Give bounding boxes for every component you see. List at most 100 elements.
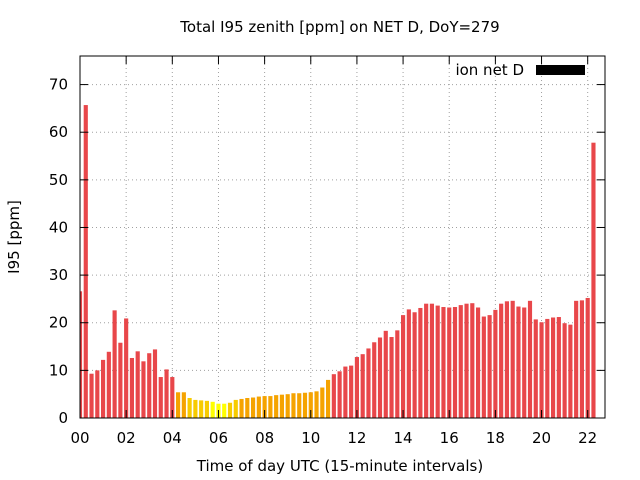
bar xyxy=(152,349,158,418)
bar xyxy=(279,394,284,418)
bar xyxy=(233,399,238,418)
bar xyxy=(274,395,279,418)
bar xyxy=(487,315,492,418)
bar xyxy=(326,379,331,418)
bar xyxy=(574,300,579,418)
bar xyxy=(539,322,544,418)
x-tick-label: 22 xyxy=(578,429,597,447)
ticks xyxy=(79,56,605,419)
legend-swatch xyxy=(536,65,585,75)
bar xyxy=(170,377,175,418)
bar xyxy=(80,291,83,418)
bar xyxy=(158,377,163,418)
bar xyxy=(320,387,325,418)
bar xyxy=(337,371,342,418)
bar xyxy=(83,105,88,419)
bar xyxy=(285,394,290,418)
bar xyxy=(251,397,256,418)
bar xyxy=(349,365,354,418)
bar xyxy=(181,392,186,418)
bar xyxy=(372,342,377,418)
bar xyxy=(470,303,475,418)
chart-title: Total I95 zenith [ppm] on NET D, DoY=279 xyxy=(179,18,499,36)
legend: ion net D xyxy=(455,61,585,79)
bar xyxy=(239,398,244,418)
bar xyxy=(551,317,556,418)
x-tick-label: 12 xyxy=(347,429,366,447)
bar xyxy=(579,300,584,418)
x-tick-label: 06 xyxy=(209,429,228,447)
bar xyxy=(256,396,261,418)
bar xyxy=(106,351,111,418)
bar xyxy=(101,359,106,418)
x-axis-label: Time of day UTC (15-minute intervals) xyxy=(196,457,483,475)
bar xyxy=(568,324,573,418)
bar xyxy=(89,373,94,418)
bar xyxy=(124,318,129,418)
bar xyxy=(504,301,509,418)
bar xyxy=(343,366,348,418)
bar xyxy=(464,303,469,418)
y-axis-label: I95 [ppm] xyxy=(5,200,23,274)
x-tick-label: 00 xyxy=(70,429,89,447)
bar xyxy=(164,369,169,418)
grid xyxy=(80,56,605,418)
bar xyxy=(204,400,209,418)
bar xyxy=(245,397,250,418)
bar xyxy=(314,391,319,418)
y-tick-label: 50 xyxy=(49,171,68,189)
bar xyxy=(499,303,504,418)
x-tick-label: 10 xyxy=(301,429,320,447)
bar xyxy=(562,323,567,418)
bar xyxy=(591,142,596,419)
bar xyxy=(112,310,117,418)
bar xyxy=(118,342,123,418)
bar xyxy=(458,305,463,418)
bar xyxy=(176,392,181,418)
bar xyxy=(401,315,406,418)
y-tick-label: 10 xyxy=(49,361,68,379)
bar xyxy=(452,307,458,418)
bar xyxy=(95,370,100,418)
bar xyxy=(481,316,486,418)
x-tick-label: 08 xyxy=(255,429,274,447)
bar xyxy=(412,312,417,418)
bar xyxy=(522,307,527,418)
x-tick-label: 14 xyxy=(394,429,413,447)
bar xyxy=(389,337,394,418)
bar xyxy=(476,307,481,418)
bar xyxy=(383,330,388,418)
bar xyxy=(222,403,227,418)
bar xyxy=(302,392,308,418)
bar xyxy=(510,300,515,418)
plot-frame xyxy=(79,55,606,419)
bar xyxy=(291,393,296,418)
bar xyxy=(227,402,233,418)
bar xyxy=(141,361,146,418)
bar xyxy=(435,305,440,418)
bar xyxy=(493,309,498,418)
bar xyxy=(135,351,140,418)
bar xyxy=(262,396,267,418)
y-tick-label: 0 xyxy=(58,409,68,427)
y-tick-label: 30 xyxy=(49,266,68,284)
bar xyxy=(556,317,561,418)
bar xyxy=(187,397,192,418)
bar xyxy=(147,353,152,418)
bar xyxy=(406,309,411,418)
x-tick-label: 02 xyxy=(117,429,136,447)
x-tick-label: 18 xyxy=(486,429,505,447)
bar xyxy=(424,303,429,418)
y-tick-label: 60 xyxy=(49,123,68,141)
bar xyxy=(297,393,302,418)
bar xyxy=(199,400,204,418)
bar xyxy=(585,297,590,418)
bar xyxy=(268,396,273,418)
tick-labels: 0 10 20 30 40 50 60 70 00 02 04 06 08 10 12 14 16 18 20 22 xyxy=(49,76,597,447)
bar xyxy=(533,319,538,418)
bar xyxy=(193,399,198,418)
bar xyxy=(129,357,134,418)
bar xyxy=(331,374,336,418)
bar xyxy=(377,337,383,418)
